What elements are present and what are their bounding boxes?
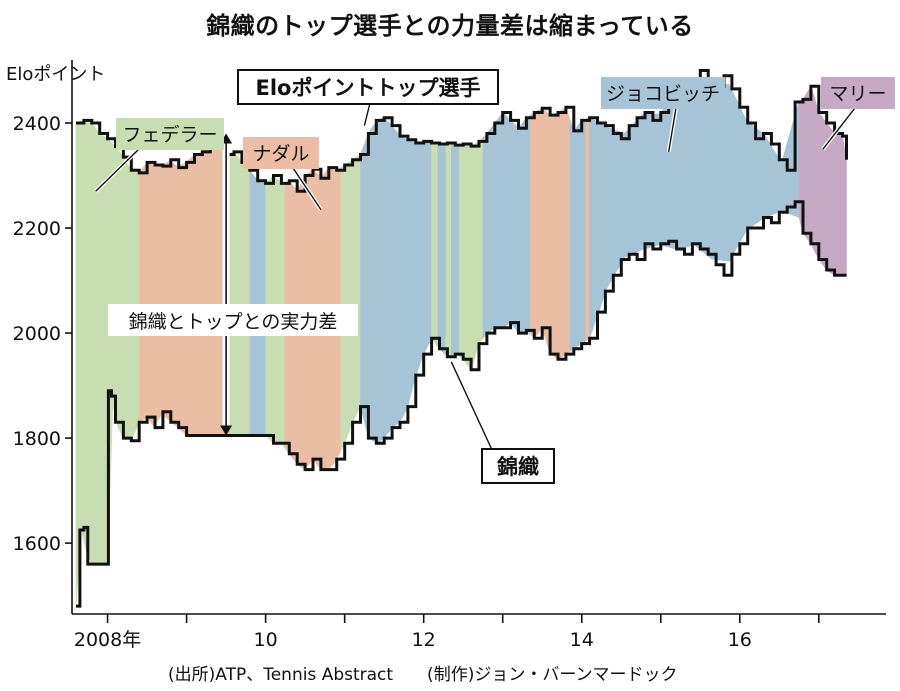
leader-line xyxy=(450,361,494,453)
gap-segment xyxy=(450,143,460,358)
label-elo-top: Eloポイントトップ選手 xyxy=(237,69,499,105)
label-djokovic: ジョコビッチ xyxy=(601,77,725,109)
label-gap: 錦織とトップとの実力差 xyxy=(108,304,358,336)
y-tick-label: 1600 xyxy=(13,533,61,555)
gap-segment xyxy=(569,118,587,352)
label-federer-text: フェデラー xyxy=(122,124,217,146)
label-djokovic-bg xyxy=(601,77,725,109)
gap-segment xyxy=(229,151,251,436)
gap-segment xyxy=(360,117,432,443)
label-nadal-text: ナダル xyxy=(252,143,309,165)
x-tick-label: 12 xyxy=(412,629,436,651)
label-murray: マリー xyxy=(821,77,895,109)
gap-segment xyxy=(437,142,447,356)
y-tick-label: 2400 xyxy=(13,113,61,135)
label-nadal: ナダル xyxy=(243,137,319,169)
label-federer: フェデラー xyxy=(116,118,224,150)
label-murray-text: マリー xyxy=(829,83,886,105)
label-nishikori: 錦織 xyxy=(481,448,555,484)
gap-arrow-head-bottom xyxy=(220,425,233,436)
label-gap-bg xyxy=(108,304,358,336)
nishikori-line xyxy=(76,200,847,608)
gap-segment xyxy=(530,108,571,359)
y-tick-label: 1800 xyxy=(13,428,61,450)
label-elo-top-box xyxy=(237,69,499,105)
label-djokovic-text: ジョコビッチ xyxy=(606,83,720,105)
leader-line xyxy=(667,107,677,153)
gap-segment xyxy=(249,169,266,436)
y-axis-title: Eloポイント xyxy=(6,64,105,85)
leader-line xyxy=(292,167,322,211)
gap-segment xyxy=(798,85,847,276)
gap-segment xyxy=(431,142,439,348)
x-tick-label: 16 xyxy=(728,629,752,651)
gap-segment xyxy=(138,139,231,436)
leader-line xyxy=(95,149,139,192)
label-nishikori-text: 錦織 xyxy=(497,455,539,479)
label-gap-text: 錦織とトップとの実力差 xyxy=(129,311,338,333)
leader-line xyxy=(363,102,371,126)
label-elo-top-text: Eloポイントトップ選手 xyxy=(256,76,481,100)
gap-segment xyxy=(445,142,452,357)
x-tick-label: 14 xyxy=(570,629,594,651)
chart-title: 錦織のトップ選手との力量差は縮まっている xyxy=(206,12,694,40)
label-murray-bg xyxy=(821,77,895,109)
label-nishikori-box xyxy=(481,448,555,484)
leader-line xyxy=(822,107,856,150)
gap-segment xyxy=(458,136,484,371)
gap-segments xyxy=(75,78,847,607)
label-nadal-bg xyxy=(243,137,319,169)
source-credit: (出所)ATP、Tennis Abstract (制作)ジョン・バーンマードック xyxy=(168,665,678,685)
label-federer-bg xyxy=(116,118,224,150)
gap-segment xyxy=(589,78,800,339)
x-tick-label: 2008年 xyxy=(74,629,141,651)
gap-segment xyxy=(340,153,361,452)
gap-segment xyxy=(585,117,590,342)
gap-segment xyxy=(482,112,531,340)
y-tick-label: 2000 xyxy=(13,323,61,345)
x-tick-label: 10 xyxy=(254,629,278,651)
y-tick-label: 2200 xyxy=(13,218,61,240)
